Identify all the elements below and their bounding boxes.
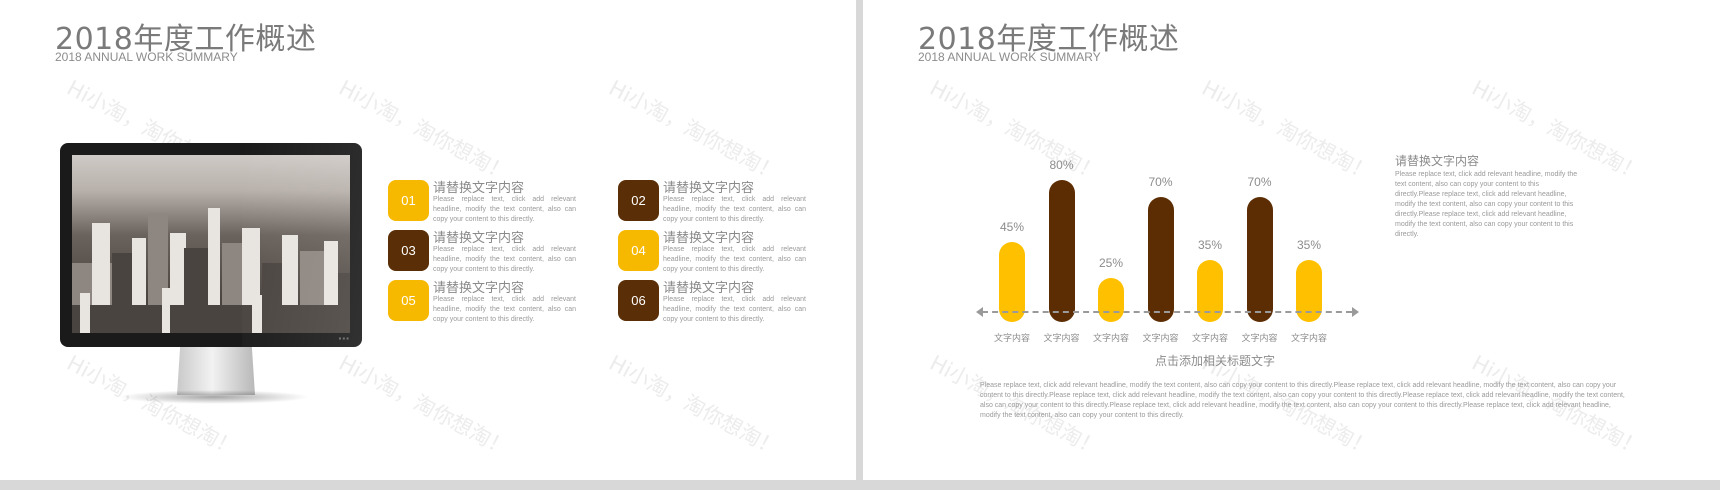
watermark-text: Hi小淘，淘你想淘！ (604, 75, 784, 186)
axis-arrow-left (976, 307, 983, 317)
item-title: 请替换文字内容 (433, 231, 525, 246)
data-label: 35% (1296, 237, 1322, 252)
item-body: Please replace text, click add relevant … (663, 296, 806, 323)
item-title: 请替换文字内容 (433, 281, 525, 296)
item-body: Please replace text, click add relevant … (433, 246, 576, 273)
data-label: 70% (1148, 175, 1173, 190)
chart-caption: 点击添加相关标题文字 (1155, 354, 1276, 368)
item-body: Please replace text, click add relevant … (433, 296, 576, 323)
x-axis (982, 311, 1352, 313)
data-label: 35% (1197, 237, 1223, 252)
data-label: 25% (1098, 255, 1124, 270)
item-body: Please replace text, click add relevant … (663, 196, 806, 223)
monitor-image: ▪▪▪ (60, 143, 362, 347)
item-title: 请替换文字内容 (433, 181, 525, 196)
watermark-text: Hi小淘，淘你想淘！ (334, 350, 514, 461)
category-label: 文字内容 (1043, 334, 1080, 344)
chart-bar (999, 241, 1025, 322)
category-label: 文字内容 (1142, 334, 1179, 344)
number-badge: 03 (388, 230, 429, 271)
watermark-text: Hi小淘，淘你想淘！ (1197, 75, 1377, 186)
side-body: Please replace text, click add relevant … (1395, 171, 1578, 238)
monitor-stand (177, 347, 255, 395)
category-label: 文字内容 (1290, 334, 1327, 344)
number-badge: 06 (618, 280, 659, 321)
item-title: 请替换文字内容 (663, 281, 755, 296)
number-badge: 02 (618, 180, 659, 221)
chart-bar (1048, 179, 1075, 322)
category-label: 文字内容 (1191, 334, 1228, 344)
page-subtitle: 2018 ANNUAL WORK SUMMARY (918, 50, 1101, 64)
data-label: 70% (1247, 175, 1272, 190)
bottom-paragraph: Please replace text, click add relevant … (980, 382, 1625, 419)
page-subtitle: 2018 ANNUAL WORK SUMMARY (55, 50, 238, 64)
item-body: Please replace text, click add relevant … (663, 246, 806, 273)
chart-bar (1098, 277, 1124, 322)
category-label: 文字内容 (1241, 334, 1278, 344)
chart-bar (1246, 197, 1273, 322)
slide-left: Hi小淘，淘你想淘！ Hi小淘，淘你想淘！ Hi小淘，淘你想淘！ Hi小淘，淘你想淘！… (0, 0, 856, 480)
axis-arrow-right (1352, 307, 1359, 317)
item-title: 请替换文字内容 (663, 181, 755, 196)
city-photo (72, 155, 350, 333)
monitor-indicator: ▪▪▪ (338, 334, 350, 343)
number-badge: 05 (388, 280, 429, 321)
monitor-shadow (118, 390, 310, 404)
category-label: 文字内容 (1092, 334, 1129, 344)
item-body: Please replace text, click add relevant … (433, 196, 576, 223)
data-label: 45% (999, 219, 1025, 234)
watermark-text: Hi小淘，淘你想淘！ (604, 350, 784, 461)
page-title: 2018年度工作概述 (55, 22, 317, 57)
chart-bar (1147, 197, 1174, 322)
number-badge: 01 (388, 180, 429, 221)
side-title: 请替换文字内容 (1395, 154, 1480, 168)
category-label: 文字内容 (993, 334, 1030, 344)
slide-right: Hi小淘，淘你想淘！ Hi小淘，淘你想淘！ Hi小淘，淘你想淘！ Hi小淘，淘你想淘！… (863, 0, 1720, 480)
data-label: 80% (1049, 157, 1074, 172)
page-title: 2018年度工作概述 (918, 22, 1180, 57)
item-title: 请替换文字内容 (663, 231, 755, 246)
number-badge: 04 (618, 230, 659, 271)
